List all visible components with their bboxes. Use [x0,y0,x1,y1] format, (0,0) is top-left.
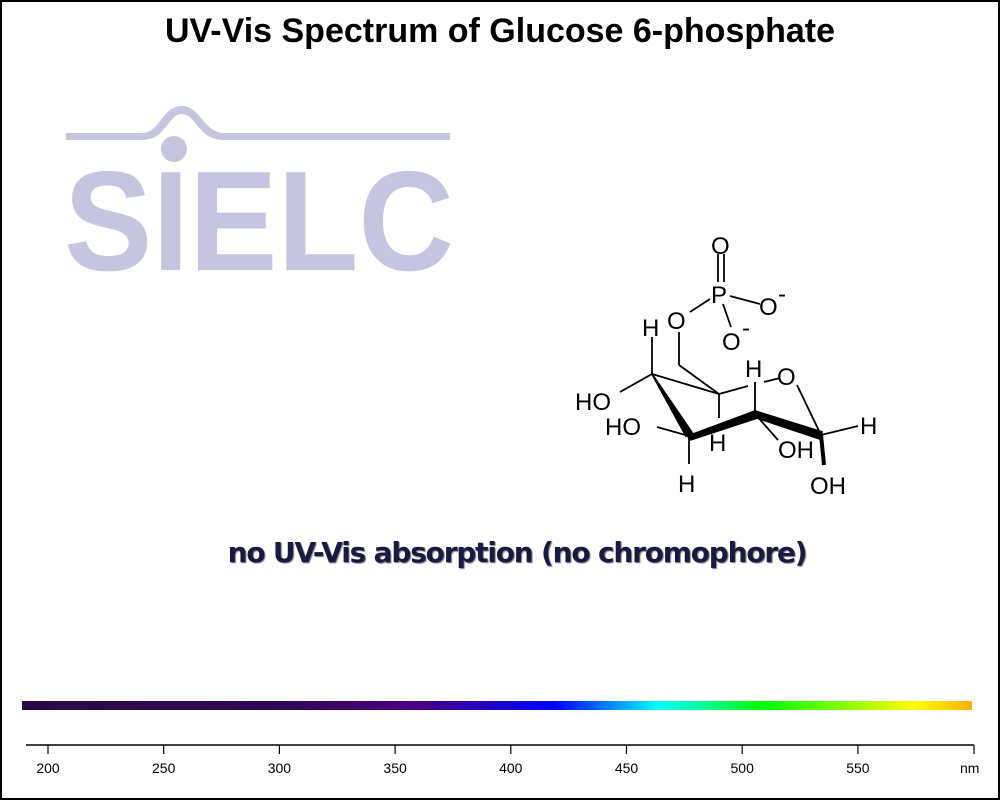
atom-h: H [745,356,762,383]
atom-o-ring: O [777,364,796,391]
atom-h: H [678,471,695,498]
atom-ho: HO [605,414,641,441]
x-tick-label: 450 [615,760,639,776]
atom-o-minus: O [722,329,741,356]
x-tick-label: 400 [499,760,523,776]
glucose-6-phosphate-structure [619,254,859,466]
molecule-labels: O P O - O - O H HO HO H O H OH H H OH [575,233,877,500]
chart-title: UV-Vis Spectrum of Glucose 6-phosphate [164,12,836,50]
atom-h: H [860,413,877,440]
x-tick-label: 250 [152,760,176,776]
x-tick-label: 500 [731,760,755,776]
x-tick-label: 300 [268,760,292,776]
logo-text: SIELC [64,142,454,301]
atom-h: H [642,315,659,342]
charge-minus: - [778,281,786,308]
x-tick-label: 200 [36,760,60,776]
sielc-logo: SIELC [64,106,454,301]
no-absorption-annotation: no UV-Vis absorption (no chromophore) [227,536,808,569]
atom-ho: HO [575,389,611,416]
spectrum-color-bar [22,701,972,710]
atom-p: P [711,282,727,309]
atom-h: H [709,430,726,457]
charge-minus: - [742,315,750,342]
atom-o-ester: O [667,308,686,335]
atom-oh: OH [778,437,814,464]
x-tick-label: 550 [846,760,870,776]
x-axis-unit-label: nm [960,760,979,776]
atom-o-double: O [711,233,730,260]
atom-oh: OH [810,473,846,500]
x-tick-label: 350 [383,760,407,776]
atom-o-minus: O [759,294,778,321]
